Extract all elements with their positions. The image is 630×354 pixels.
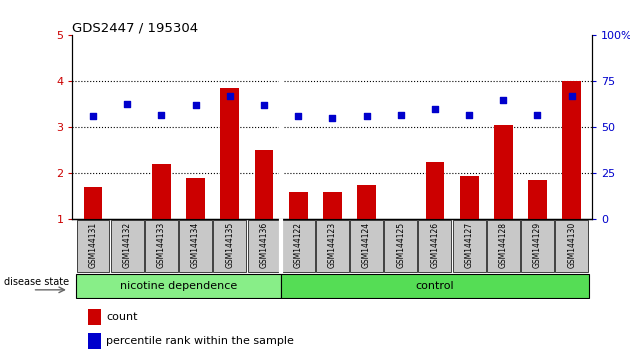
Bar: [88, 309, 101, 325]
Bar: [186, 178, 205, 219]
Text: GDS2447 / 195304: GDS2447 / 195304: [72, 21, 198, 34]
FancyBboxPatch shape: [282, 220, 314, 272]
Bar: [357, 185, 376, 219]
Text: GSM144129: GSM144129: [533, 222, 542, 268]
Bar: [88, 333, 101, 349]
FancyBboxPatch shape: [179, 220, 212, 272]
Text: disease state: disease state: [4, 277, 69, 287]
Text: GSM144133: GSM144133: [157, 222, 166, 268]
Text: control: control: [416, 281, 454, 291]
Bar: [152, 164, 171, 219]
FancyBboxPatch shape: [555, 220, 588, 272]
Text: GSM144125: GSM144125: [396, 222, 405, 268]
Text: count: count: [106, 312, 138, 322]
Point: [566, 93, 576, 99]
Bar: [289, 192, 307, 219]
FancyBboxPatch shape: [77, 220, 110, 272]
Point: [259, 103, 269, 108]
Point: [88, 114, 98, 119]
FancyBboxPatch shape: [316, 220, 349, 272]
Text: GSM144132: GSM144132: [123, 222, 132, 268]
Text: GSM144126: GSM144126: [430, 222, 439, 268]
Bar: [494, 125, 513, 219]
Text: percentile rank within the sample: percentile rank within the sample: [106, 336, 294, 346]
Bar: [528, 181, 547, 219]
Text: GSM144127: GSM144127: [464, 222, 474, 268]
Bar: [323, 192, 341, 219]
FancyBboxPatch shape: [487, 220, 520, 272]
Text: GSM144123: GSM144123: [328, 222, 337, 268]
Text: GSM144128: GSM144128: [499, 222, 508, 268]
FancyBboxPatch shape: [76, 274, 281, 298]
FancyBboxPatch shape: [384, 220, 417, 272]
Point: [327, 115, 337, 121]
Point: [532, 112, 542, 118]
Point: [464, 112, 474, 118]
Point: [190, 103, 200, 108]
Point: [225, 93, 235, 99]
Bar: [563, 81, 581, 219]
Bar: [220, 88, 239, 219]
FancyBboxPatch shape: [281, 274, 589, 298]
FancyBboxPatch shape: [111, 220, 144, 272]
Bar: [460, 176, 479, 219]
Bar: [255, 150, 273, 219]
Point: [362, 114, 372, 119]
Text: GSM144124: GSM144124: [362, 222, 371, 268]
FancyBboxPatch shape: [248, 220, 280, 272]
FancyBboxPatch shape: [418, 220, 451, 272]
Point: [498, 97, 508, 103]
Point: [293, 114, 303, 119]
Text: GSM144134: GSM144134: [191, 222, 200, 268]
Text: GSM144130: GSM144130: [567, 222, 576, 268]
Point: [156, 112, 166, 118]
Text: GSM144135: GSM144135: [226, 222, 234, 268]
Text: nicotine dependence: nicotine dependence: [120, 281, 237, 291]
Text: GSM144136: GSM144136: [260, 222, 268, 268]
Text: GSM144122: GSM144122: [294, 222, 302, 268]
Point: [396, 112, 406, 118]
Point: [122, 101, 132, 106]
Bar: [84, 187, 102, 219]
Text: GSM144131: GSM144131: [88, 222, 98, 268]
FancyBboxPatch shape: [214, 220, 246, 272]
FancyBboxPatch shape: [521, 220, 554, 272]
FancyBboxPatch shape: [145, 220, 178, 272]
Point: [430, 106, 440, 112]
Bar: [425, 162, 444, 219]
FancyBboxPatch shape: [453, 220, 486, 272]
FancyBboxPatch shape: [350, 220, 383, 272]
